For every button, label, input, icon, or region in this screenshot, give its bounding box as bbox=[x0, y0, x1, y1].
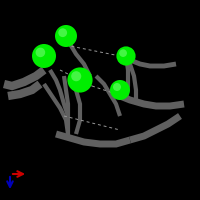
Circle shape bbox=[32, 44, 56, 68]
Circle shape bbox=[113, 83, 121, 91]
Circle shape bbox=[110, 80, 130, 100]
Circle shape bbox=[55, 25, 77, 47]
Circle shape bbox=[67, 67, 93, 93]
Circle shape bbox=[119, 49, 127, 57]
Circle shape bbox=[116, 46, 136, 66]
Circle shape bbox=[36, 48, 45, 57]
Circle shape bbox=[71, 71, 81, 81]
Circle shape bbox=[58, 28, 67, 37]
